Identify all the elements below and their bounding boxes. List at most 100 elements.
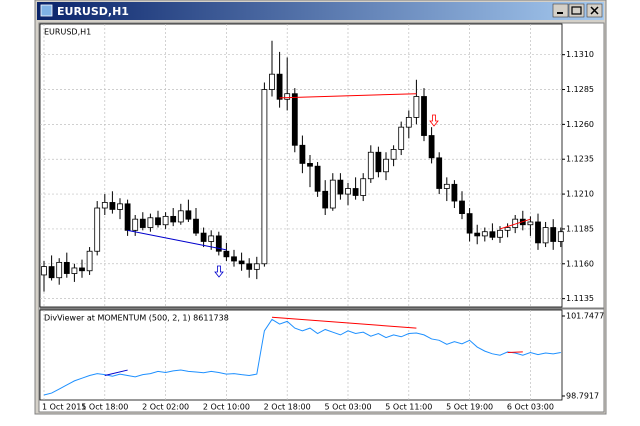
maximize-button[interactable] (568, 3, 585, 18)
x-tick-label: 5 Oct 11:00 (385, 403, 432, 412)
y-tick-label: 1.1285 (566, 85, 594, 94)
candle-body (124, 203, 131, 231)
y-tick-label: 1.1160 (566, 259, 594, 268)
candle-body (231, 256, 237, 262)
close-icon (590, 6, 599, 15)
candle-body (208, 235, 215, 242)
divergence-line (507, 351, 523, 353)
candle-body (497, 229, 503, 238)
candle-body (291, 93, 298, 146)
candle-body (550, 227, 557, 242)
title-bar (37, 2, 604, 20)
candle-body (557, 231, 564, 242)
candle-body (162, 215, 169, 226)
candle-body (155, 217, 161, 226)
y-tick-label: 1.1185 (566, 224, 594, 233)
candle-body (276, 73, 283, 100)
price-chart-title: EURUSD,H1 (44, 28, 91, 37)
candle-body (48, 266, 55, 279)
x-tick-label: 6 Oct 03:00 (507, 403, 554, 412)
candle-body (253, 263, 260, 270)
candle-body (86, 250, 93, 272)
candle-body (170, 215, 177, 223)
x-tick-label: 5 Oct 19:00 (446, 403, 493, 412)
x-tick-label: 1 Oct 18:00 (81, 403, 128, 412)
maximize-icon (571, 6, 582, 15)
candle-body (132, 218, 139, 231)
x-tick-label: 2 Oct 10:00 (203, 403, 250, 412)
candle-body (261, 89, 268, 265)
candle-body (398, 126, 405, 150)
candle-body (139, 218, 146, 228)
window-icon (40, 4, 53, 17)
candle-body (200, 232, 207, 242)
candle-body (307, 163, 313, 167)
candle-body (383, 158, 389, 173)
candle-body (238, 260, 245, 265)
candle-body (147, 217, 154, 228)
y-tick-label: 1.1310 (566, 50, 594, 59)
y-tick-label: 1.1135 (566, 294, 594, 303)
candle-body (367, 151, 374, 180)
y-tick-label: 98.7917 (566, 392, 599, 401)
candle-body (413, 96, 420, 118)
candle-body (322, 190, 329, 209)
candle-body (345, 188, 351, 195)
candle-body (428, 135, 435, 159)
candle-body (193, 218, 199, 234)
candle-body (504, 227, 511, 231)
candle-body (41, 266, 47, 276)
window-title: EURUSD,H1 (57, 5, 129, 18)
candle-body (94, 207, 101, 252)
candle-body (223, 250, 230, 258)
candle-body (489, 231, 496, 238)
indicator-title: DivViewer at MOMENTUM (500, 2, 1) 861173… (44, 314, 229, 323)
minimize-button[interactable] (552, 3, 569, 18)
candle-body (284, 93, 291, 100)
divergence-line (127, 229, 227, 251)
candle-body (79, 267, 85, 272)
candle-body (375, 151, 382, 173)
candle-body (542, 227, 549, 244)
candle-body (101, 202, 108, 209)
candle-body (109, 202, 116, 210)
candle-body (117, 203, 123, 210)
candle-body (246, 263, 253, 270)
chart-area (38, 22, 605, 413)
indicator-pane (39, 309, 563, 401)
candle-body (474, 232, 481, 237)
candle-body (299, 144, 306, 164)
x-tick-label: 1 Oct 2015 (42, 403, 86, 412)
candle-body (185, 210, 192, 220)
window-buttons[interactable] (552, 3, 603, 18)
y-tick-label: 101.7477 (566, 312, 604, 321)
y-tick-label: 1.1210 (566, 190, 594, 199)
candle-body (535, 221, 541, 244)
candle-body (405, 117, 412, 128)
price-pane (39, 23, 563, 308)
x-tick-label: 5 Oct 03:00 (324, 403, 371, 412)
candle-body (451, 183, 458, 202)
candle-body (337, 179, 344, 195)
y-tick-label: 1.1260 (566, 120, 594, 129)
divergence-line (499, 218, 531, 230)
candle-body (215, 235, 222, 252)
candle-body (527, 221, 534, 226)
candle-body (421, 96, 427, 136)
candle-body (329, 179, 336, 209)
candle-body (63, 261, 70, 274)
divergence-line (279, 93, 417, 99)
divergence-line (104, 369, 128, 376)
candle-body (177, 210, 184, 223)
x-tick-label: 2 Oct 18:00 (264, 403, 311, 412)
x-tick-label: 2 Oct 02:00 (142, 403, 189, 412)
momentum-line (43, 318, 561, 396)
sell-arrow (429, 114, 439, 127)
candle-body (314, 165, 321, 192)
candle-body (443, 183, 450, 189)
candle-body (390, 149, 397, 160)
candle-body (466, 213, 473, 234)
